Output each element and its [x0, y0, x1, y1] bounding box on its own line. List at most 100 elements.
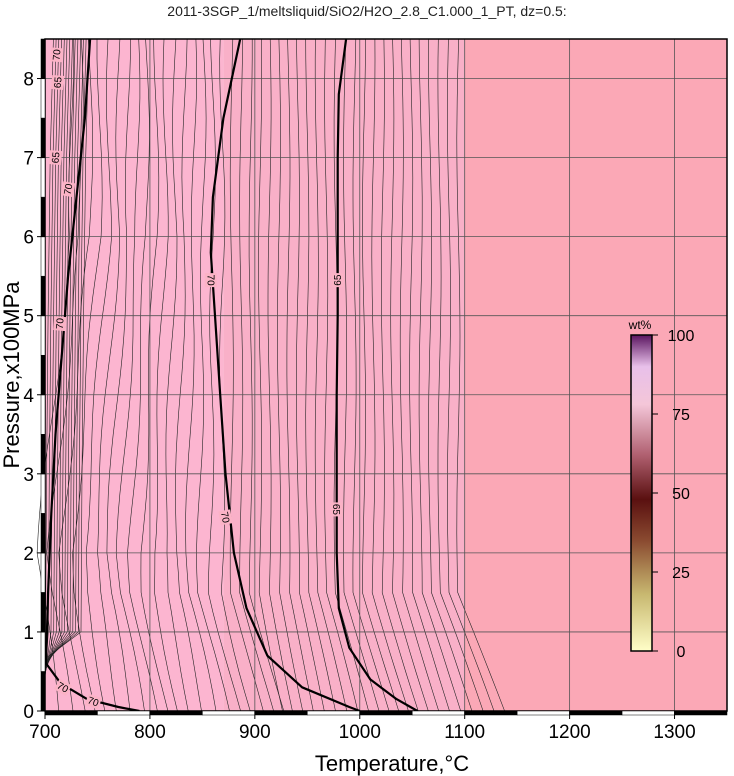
x-axis-bar-segment	[149, 710, 203, 716]
thin-contour	[97, 38, 141, 712]
y-axis-bar-segment	[40, 275, 46, 316]
contour-label: 65	[333, 274, 344, 286]
thin-contour	[85, 38, 130, 712]
thin-contour	[140, 38, 185, 712]
contour-label: 70	[63, 183, 76, 196]
y-tick-label: 5	[23, 307, 34, 328]
contour-label-bg	[49, 47, 64, 63]
colorbar: wt% 0 25 50 75 100	[628, 318, 695, 661]
x-axis-bar-segment	[307, 710, 361, 716]
contour-label: 70	[204, 275, 215, 287]
thin-contour	[229, 38, 273, 712]
x-axis-bar-segment	[202, 710, 256, 716]
colorbar-tick-label: 25	[672, 565, 690, 582]
x-axis-bar-segment	[411, 710, 465, 716]
x-axis-bar-segment	[569, 710, 623, 716]
contour-label: 70	[86, 695, 101, 709]
contour-label: 70	[55, 681, 71, 696]
y-axis-bar-segment	[40, 117, 46, 158]
y-axis-bar-segment	[40, 473, 46, 514]
y-axis-bar-segment	[40, 78, 46, 119]
x-axis-bar-segment	[97, 710, 151, 716]
thin-contour	[58, 38, 108, 712]
thin-contour	[390, 38, 441, 712]
x-tick-label: 700	[29, 722, 61, 743]
colorbar-gradient	[630, 334, 653, 652]
thin-contour	[447, 38, 504, 712]
y-axis-bar-segment	[40, 315, 46, 356]
thin-contour	[399, 38, 451, 712]
y-axis-bar-segment	[40, 671, 46, 712]
bold-contour-lines	[44, 38, 419, 713]
x-axis-bar-segment	[464, 710, 518, 716]
thin-contour	[248, 39, 295, 712]
thin-contour	[381, 38, 430, 712]
region-low-T	[45, 39, 224, 711]
thin-contour	[286, 38, 326, 712]
y-tick-label: 1	[23, 623, 34, 644]
thin-contour	[456, 38, 514, 712]
bold-contour-65-2	[335, 38, 419, 712]
thin-contour	[314, 38, 357, 712]
grid-lines	[44, 39, 727, 712]
bold-contour-70-0	[44, 38, 92, 664]
contour-label: 65	[53, 76, 65, 88]
bold-contour-70-1	[209, 38, 361, 713]
thin-contour	[175, 38, 218, 712]
y-axis-bar-segment	[40, 513, 46, 554]
contour-label: 70	[52, 48, 64, 60]
thin-contour	[239, 38, 284, 712]
x-axis-bar-segment	[621, 710, 675, 716]
region-high-T	[464, 39, 727, 711]
y-tick-label: 4	[23, 386, 34, 407]
x-axis-label: Temperature,°C	[315, 751, 469, 776]
thin-contour	[165, 38, 207, 712]
thin-contour	[258, 38, 294, 712]
x-axis: 700 800 900 1000 1100 1200 1300	[29, 710, 728, 743]
thin-contour	[207, 38, 251, 712]
x-tick-label: 1200	[548, 722, 590, 743]
x-axis-bar-segment	[516, 710, 570, 716]
y-axis-bar-segment	[40, 394, 46, 435]
thin-contour	[127, 38, 174, 712]
y-axis-bar-segment	[40, 434, 46, 475]
y-axis-bar-segment	[40, 631, 46, 672]
x-tick-label: 900	[239, 722, 271, 743]
y-axis-bar-segment	[40, 236, 46, 277]
thin-contour	[106, 38, 152, 712]
y-axis-bar-segment	[40, 354, 46, 396]
contour-label: 65	[51, 151, 63, 163]
thin-contour	[185, 38, 229, 712]
contour-label-bg	[48, 150, 63, 166]
thin-contour	[196, 38, 240, 712]
y-axis-bar-segment	[40, 157, 46, 198]
y-tick-label: 2	[23, 544, 34, 565]
x-tick-label: 800	[134, 722, 166, 743]
thin-contour	[296, 38, 336, 712]
thin-contour	[409, 38, 462, 712]
x-axis-bar-segment	[254, 710, 308, 716]
contour-label-bg	[204, 273, 217, 288]
thin-contour	[305, 38, 347, 712]
colorbar-tick-label: 0	[677, 644, 686, 661]
y-tick-label: 0	[23, 702, 34, 723]
x-tick-label: 1000	[339, 722, 381, 743]
contour-label-bg	[84, 693, 102, 710]
contour-label: 70	[218, 511, 231, 524]
contour-label: 65	[330, 504, 341, 516]
thin-contour	[428, 39, 483, 712]
colorbar-tick-label: 100	[668, 328, 695, 345]
x-axis-bar-segment	[44, 710, 98, 716]
y-axis: 0 1 2 3 4 5 6 7 8	[23, 38, 46, 723]
thin-contour	[437, 38, 493, 712]
y-axis-label: Pressure,x100MPa	[0, 281, 24, 469]
thin-contour	[324, 38, 368, 712]
contour-label-group: 70 65 65 70 70 70 70 65 65 70 70	[48, 47, 344, 710]
y-axis-bar-segment	[40, 38, 46, 79]
thin-contour	[343, 38, 388, 712]
x-tick-label: 1300	[653, 722, 695, 743]
y-axis-bar-segment	[40, 552, 46, 593]
thin-contour	[267, 38, 305, 712]
x-axis-bar-segment	[674, 710, 728, 716]
